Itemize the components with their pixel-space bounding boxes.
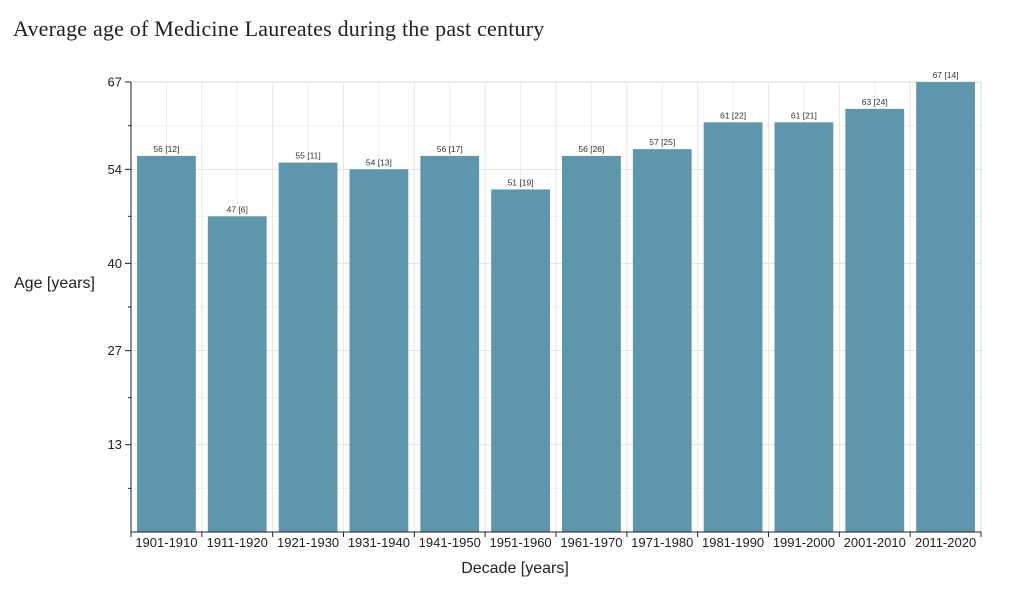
x-tick-label: 2011-2020 bbox=[915, 535, 976, 550]
bar-data-label: 51 [19] bbox=[508, 177, 534, 187]
y-tick-label: 67 bbox=[108, 75, 122, 90]
bar-data-label: 67 [14] bbox=[933, 70, 959, 80]
y-tick-label: 27 bbox=[108, 343, 122, 358]
x-tick-label: 1971-1980 bbox=[631, 535, 693, 550]
bar-data-label: 55 [11] bbox=[295, 151, 320, 161]
bar-data-label: 61 [22] bbox=[720, 110, 746, 120]
bar-1951-1960 bbox=[491, 189, 550, 532]
y-tick-label: 13 bbox=[108, 437, 122, 452]
bar-1901-1910 bbox=[137, 155, 196, 532]
chart-title: Average age of Medicine Laureates during… bbox=[13, 16, 545, 41]
bar-1971-1980 bbox=[632, 149, 692, 532]
bar-data-label: 47 [6] bbox=[227, 204, 248, 214]
x-tick-label: 1921-1930 bbox=[277, 535, 339, 550]
x-tick-label: 1991-2000 bbox=[773, 535, 835, 550]
bar-data-labels: 56 [12] 47 [6] 55 [11] 54 [13] 56 [17] 51 [19… bbox=[153, 70, 958, 214]
bar-1931-1940 bbox=[349, 169, 409, 533]
bar-1941-1950 bbox=[420, 155, 480, 532]
bar-2011-2020 bbox=[916, 82, 975, 532]
x-tick-label: 1911-1920 bbox=[207, 535, 268, 550]
x-tick-label: 1951-1960 bbox=[489, 535, 551, 550]
bar-data-label: 63 [24] bbox=[862, 97, 888, 107]
x-tick-label: 1981-1990 bbox=[702, 535, 764, 550]
bar-data-label: 56 [26] bbox=[578, 144, 604, 154]
x-axis-title: Decade [years] bbox=[461, 560, 569, 577]
axes: 13 27 40 54 67 1901-1910 1911-1920 1921-1930 193… bbox=[108, 75, 982, 550]
bars bbox=[137, 82, 975, 533]
y-axis-title: Age [years] bbox=[14, 275, 95, 292]
bar-data-label: 56 [12] bbox=[153, 144, 179, 154]
x-tick-label: 2001-2010 bbox=[844, 535, 906, 550]
x-tick-label: 1931-1940 bbox=[348, 535, 410, 550]
bar-data-label: 61 [21] bbox=[791, 110, 817, 120]
bar-data-label: 57 [25] bbox=[649, 137, 675, 147]
bar-1981-1990 bbox=[703, 122, 763, 532]
x-tick-label: 1901-1910 bbox=[135, 535, 197, 550]
bar-1911-1920 bbox=[207, 216, 267, 532]
bar-1921-1930 bbox=[278, 162, 338, 532]
x-tick-label: 1941-1950 bbox=[419, 535, 481, 550]
y-tick-label: 54 bbox=[108, 162, 122, 177]
x-tick-label: 1961-1970 bbox=[560, 535, 622, 550]
y-tick-label: 40 bbox=[108, 256, 122, 271]
bar-2001-2010 bbox=[845, 108, 905, 533]
bar-data-label: 54 [13] bbox=[366, 157, 392, 167]
bar-1991-2000 bbox=[774, 122, 834, 532]
bar-1961-1970 bbox=[562, 155, 621, 532]
bar-data-label: 56 [17] bbox=[437, 144, 463, 154]
